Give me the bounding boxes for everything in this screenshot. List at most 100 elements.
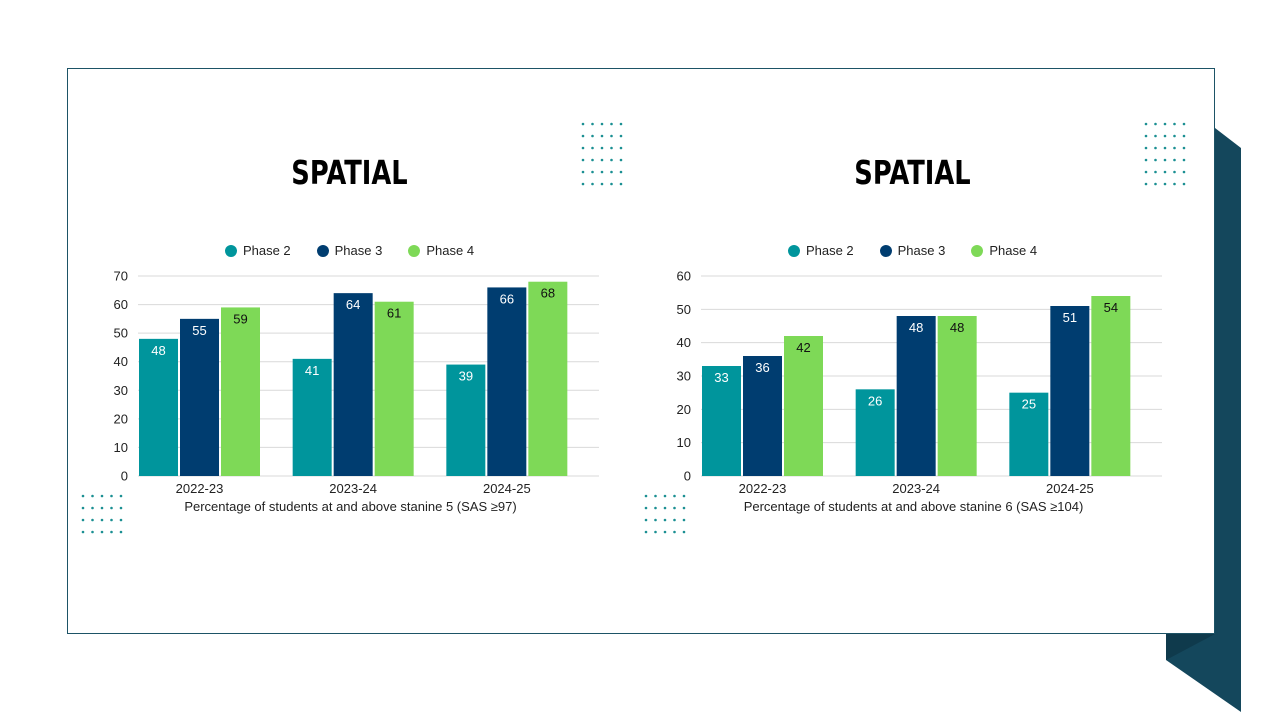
decor-dot [1163,182,1167,186]
slide-frame: SPATIAL Phase 2 Phase 3 Phase 4 0 10 20 30 4… [67,68,1215,634]
x-axis-title: Percentage of students at and above stan… [743,499,1084,514]
decor-dot [644,530,648,534]
bar [1050,306,1090,476]
decor-dot [1154,170,1157,174]
decor-dot [1173,134,1176,138]
decor-dot [110,530,113,534]
x-tick-label: 2023-24 [892,481,940,496]
x-tick-label: 2024-25 [483,481,531,496]
decor-dot [581,134,585,138]
decor-dot [581,146,585,150]
decor-dot [591,146,594,150]
decor-dot [91,506,94,510]
decor-dot [81,494,85,498]
decor-dot [663,494,667,498]
decor-dot [100,494,104,498]
y-tick-label: 0 [121,469,128,484]
bar [333,293,373,476]
bar-chart-left: 0 10 20 30 40 50 60 70 48 55 59 2022-23 41 64 61 2023-2… [114,269,599,496]
decor-dot [81,506,85,510]
bar [221,307,260,476]
y-tick-label: 40 [114,354,128,369]
decor-dot [644,506,648,510]
decor-dot [91,494,94,498]
legend-swatch [408,244,421,257]
data-label: 48 [909,320,923,335]
decor-dot [1144,122,1148,126]
bar [1009,392,1049,476]
decor-dot [682,506,686,510]
decor-dot [1163,158,1167,162]
decor-dot [1163,134,1167,138]
decor-dot [619,182,623,186]
decor-dot [581,170,585,174]
decor-dot [673,506,676,510]
decor-dot [1144,134,1148,138]
data-label: 68 [541,286,555,301]
decor-dot [119,518,123,522]
decor-dot [600,134,604,138]
decor-dot [673,518,676,522]
decor-dot [682,530,686,534]
data-label: 41 [305,363,319,378]
decor-dot [610,182,613,186]
decor-dot [591,170,594,174]
bar [1091,296,1131,476]
bar [374,301,414,476]
y-tick-label: 30 [677,369,691,384]
decor-dot [81,518,85,522]
decor-dot [619,122,623,126]
legend-swatch [971,244,984,257]
decor-dot [682,494,686,498]
legend-label: Phase 3 [334,243,383,258]
decor-dot [600,170,604,174]
data-label: 55 [192,323,206,338]
decor-dot [1144,182,1148,186]
decor-dot [619,158,623,162]
decor-dot [600,146,604,150]
decor-dot [663,518,667,522]
decor-dot [1182,134,1186,138]
data-label: 54 [1104,300,1118,315]
decor-dot [1163,122,1167,126]
decor-dot [1182,170,1186,174]
bar [180,318,219,476]
decor-dot [1182,158,1186,162]
bar [139,338,178,476]
legend-item-phase-2: Phase 2 [787,243,854,258]
data-label: 64 [346,297,360,312]
data-label: 66 [500,291,514,306]
data-label: 33 [714,370,728,385]
decor-dot [663,530,667,534]
chart-legend: Phase 2 Phase 3 Phase 4 [631,243,1194,258]
y-tick-label: 50 [677,302,691,317]
bar-chart-right: 0 10 20 30 40 50 60 33 36 42 2022-23 26 48 48 2023-24 2… [677,269,1162,496]
legend-swatch [787,244,800,257]
legend-swatch [879,244,892,257]
decor-dot [591,182,594,186]
decor-dot [619,146,623,150]
y-tick-label: 70 [114,269,128,284]
decor-dot [600,182,604,186]
bar [528,281,568,476]
decor-dot [610,170,613,174]
data-label: 36 [755,360,769,375]
decor-dot [100,506,104,510]
bar [292,358,332,476]
decor-dot [1173,182,1176,186]
decor-dot [682,518,686,522]
legend-swatch [224,244,237,257]
x-tick-label: 2022-23 [739,481,787,496]
decor-dot [1144,158,1148,162]
decor-dot [1154,122,1157,126]
decor-dot [91,518,94,522]
bar [743,356,782,476]
decor-dot [610,122,613,126]
decor-dot [654,518,657,522]
y-tick-label: 10 [677,435,691,450]
x-tick-label: 2023-24 [329,481,377,496]
data-label: 59 [233,311,247,326]
bar [937,316,977,476]
decor-dot [654,494,657,498]
decor-dot [1173,170,1176,174]
